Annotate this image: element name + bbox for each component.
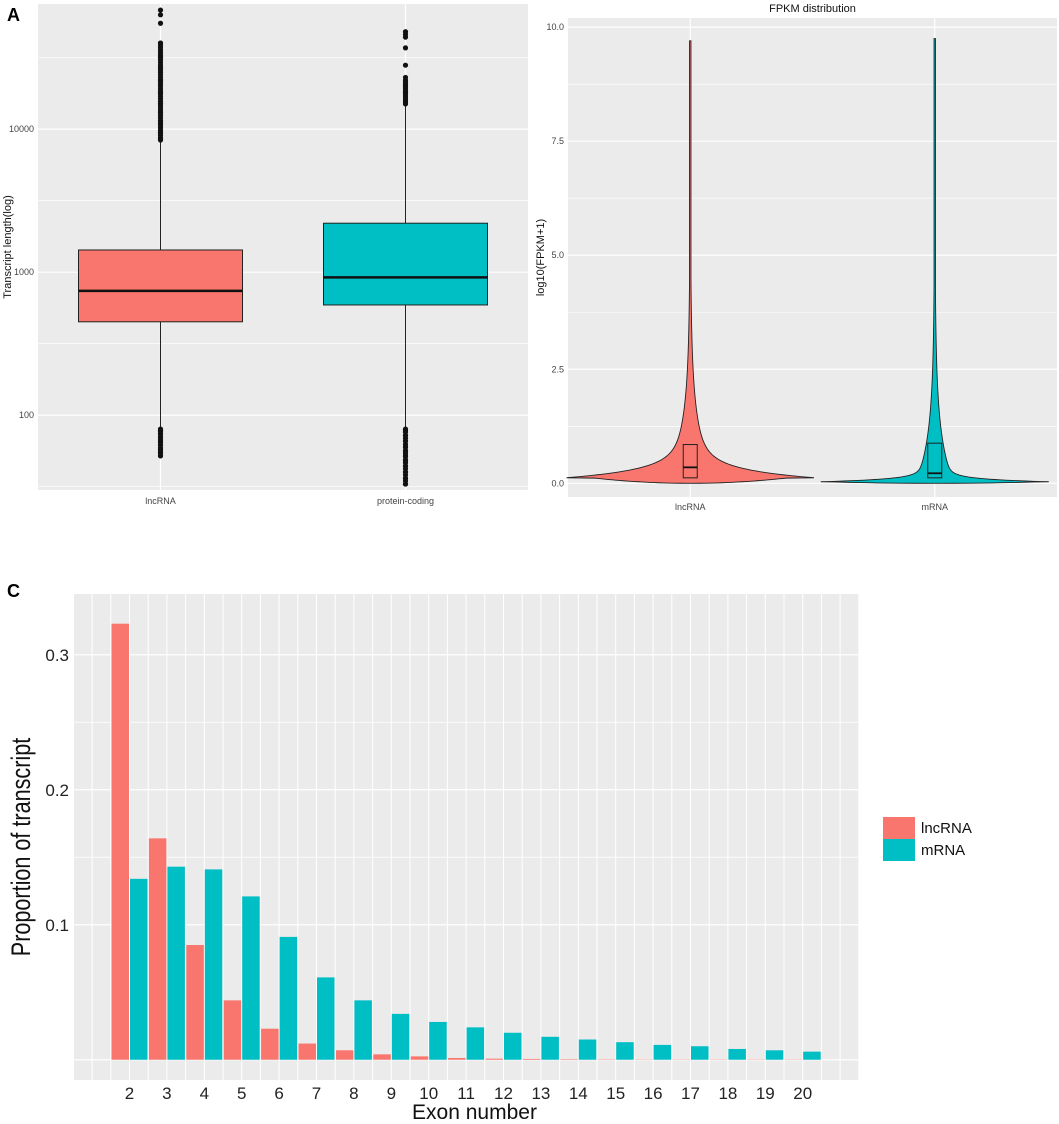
panel-c-bar-mRNA	[616, 1042, 634, 1060]
panel-c-bar-lncRNA	[485, 1058, 503, 1060]
panel-a-outlier-point	[157, 40, 164, 46]
panel-a-xtick-label: protein-coding	[377, 496, 434, 506]
panel-b-inner-box	[682, 444, 698, 479]
panel-c-xtick-label: 17	[681, 1084, 700, 1103]
panel-c-bar-lncRNA	[560, 1059, 578, 1060]
panel-c-legend-label: lncRNA	[921, 820, 972, 837]
panel-b-ytick-label: 7.5	[551, 136, 564, 146]
panel-c-ytick-label: 0.3	[45, 646, 69, 665]
panel-b-xtick-label: lncRNA	[675, 502, 706, 512]
panel-c-xtick-label: 8	[349, 1084, 358, 1103]
panel-a-ytick-label: 100	[19, 410, 34, 420]
panel-b-inner-box	[927, 442, 943, 479]
panel-a-y-axis-title: Transcript length(log)	[2, 195, 14, 299]
panel-c-bar-mRNA	[130, 878, 148, 1060]
panel-a-outlier-point	[402, 29, 409, 35]
panel-c-bar-mRNA	[728, 1048, 746, 1060]
panel-c-bar-lncRNA	[522, 1058, 541, 1060]
panel-c-bar-mRNA	[279, 936, 298, 1060]
panel-c-bar-mRNA	[429, 1021, 447, 1060]
panel-c-x-axis-title: Exon number	[412, 1101, 537, 1124]
panel-a-outlier-point	[157, 12, 164, 18]
panel-b-y-axis-title: log10(FPKM+1)	[535, 219, 547, 296]
panel-a-outlier-point	[402, 77, 409, 83]
panel-a-outlier-point	[157, 20, 164, 26]
panel-c-bar-mRNA	[354, 1000, 372, 1060]
panel-c-bar-lncRNA	[410, 1056, 429, 1060]
panel-b-violin-lncRNA	[566, 40, 815, 484]
panel-c-xtick-label: 9	[387, 1084, 396, 1103]
panel-c-bar-lncRNA	[261, 1028, 279, 1060]
panel-c-xtick-label: 10	[419, 1084, 438, 1103]
panel-c-bar-mRNA	[504, 1032, 522, 1060]
panel-c-bar-mRNA	[691, 1046, 709, 1060]
panel-a-outlier-point	[157, 7, 164, 13]
panel-a-outlier-point	[157, 426, 164, 432]
panel-c-bar-lncRNA	[298, 1043, 316, 1060]
panel-a-ytick-label: 10000	[9, 124, 34, 134]
panel-c-xtick-label: 3	[162, 1084, 171, 1103]
panel-c-xtick-label: 20	[793, 1084, 812, 1103]
panel-a-outlier-point	[402, 62, 409, 68]
panel-c-xtick-label: 18	[718, 1084, 737, 1103]
panel-c-bar-mRNA	[541, 1036, 559, 1060]
panel-c-bar-mRNA	[242, 896, 260, 1060]
panel-b-title: FPKM distribution	[769, 3, 856, 15]
panel-c-bar-mRNA	[803, 1051, 821, 1060]
panel-letter-c: C	[7, 581, 20, 601]
panel-c-xtick-label: 6	[274, 1084, 283, 1103]
panel-a-ytick-label: 1000	[14, 267, 34, 277]
panel-c-bar-mRNA	[653, 1044, 672, 1060]
panel-b-ytick-label: 2.5	[551, 364, 564, 374]
panel-a-box-protein-coding	[323, 222, 488, 306]
panel-c-xtick-label: 14	[569, 1084, 588, 1103]
panel-c-xtick-label: 2	[125, 1084, 134, 1103]
panel-b-ytick-label: 0.0	[551, 478, 564, 488]
panel-c-bar-mRNA	[578, 1039, 597, 1060]
panel-c-bar-mRNA	[167, 866, 185, 1060]
panel-letter-a: A	[7, 5, 20, 25]
panel-c-xtick-label: 4	[200, 1084, 209, 1103]
panel-b-ytick-label: 5.0	[551, 250, 564, 260]
panel-c-legend-key-mRNA	[883, 839, 915, 861]
panel-c-bar-lncRNA	[186, 945, 204, 1060]
panel-b-ytick-label: 10.0	[546, 22, 564, 32]
panel-a-xtick-label: lncRNA	[145, 496, 176, 506]
panel-c-bar-mRNA	[204, 869, 223, 1060]
panel-b-violin-mRNA	[820, 38, 1049, 484]
panel-b-plot-background	[568, 18, 1057, 497]
panel-c-bar-lncRNA	[448, 1057, 466, 1060]
panel-c-bar-lncRNA	[335, 1050, 354, 1060]
panel-c-xtick-label: 19	[756, 1084, 775, 1103]
panel-c-xtick-label: 16	[644, 1084, 663, 1103]
panel-c-ytick-label: 0.2	[45, 781, 69, 800]
panel-c-xtick-label: 15	[606, 1084, 625, 1103]
panel-c-bar-mRNA	[765, 1050, 784, 1060]
panel-c-bar-mRNA	[466, 1027, 485, 1060]
panel-c-legend-label: mRNA	[921, 842, 965, 859]
panel-a-outlier-point	[402, 426, 409, 432]
panel-c-y-axis-title: Proportion of transcript	[7, 738, 37, 957]
panel-c-xtick-label: 5	[237, 1084, 246, 1103]
panel-c-xtick-label: 13	[531, 1084, 550, 1103]
panel-c-legend-key-lncRNA	[883, 817, 915, 839]
panel-c-bar-lncRNA	[148, 838, 167, 1060]
panel-a-box-lncRNA	[78, 249, 243, 323]
panel-c-bar-lncRNA	[111, 623, 129, 1060]
panel-c-bar-mRNA	[317, 977, 335, 1060]
panel-c-bar-lncRNA	[373, 1054, 391, 1060]
panel-a-outlier-point	[402, 45, 409, 51]
panel-c-xtick-label: 7	[312, 1084, 321, 1103]
panel-c-xtick-label: 11	[457, 1084, 475, 1103]
panel-c-ytick-label: 0.1	[45, 916, 69, 935]
panel-c-bar-mRNA	[391, 1013, 410, 1060]
panel-c-bar-lncRNA	[223, 1000, 242, 1060]
panel-b-xtick-label: mRNA	[922, 502, 949, 512]
panel-c-xtick-label: 12	[494, 1084, 513, 1103]
